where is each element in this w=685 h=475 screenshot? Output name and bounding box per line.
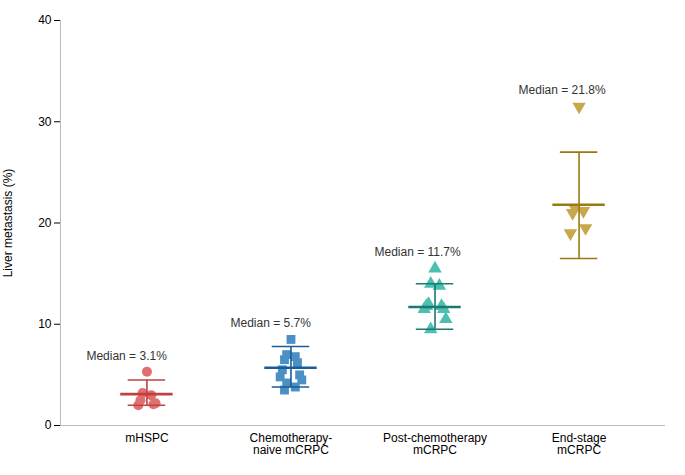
svg-text:10: 10 — [38, 317, 52, 331]
svg-text:Chemotherapy-naive mCRPC: Chemotherapy-naive mCRPC — [250, 431, 333, 457]
svg-text:Median = 21.8%: Median = 21.8% — [519, 83, 606, 97]
svg-text:Liver metastasis (%): Liver metastasis (%) — [1, 169, 15, 278]
svg-text:40: 40 — [38, 13, 52, 27]
svg-text:0: 0 — [45, 418, 52, 432]
svg-text:Median = 11.7%: Median = 11.7% — [375, 245, 461, 259]
svg-text:Median = 5.7%: Median = 5.7% — [230, 316, 311, 330]
svg-text:End-stagemCRPC: End-stagemCRPC — [552, 431, 607, 457]
svg-text:mHSPC: mHSPC — [125, 431, 169, 445]
svg-text:20: 20 — [38, 216, 52, 230]
svg-text:Median = 3.1%: Median = 3.1% — [86, 349, 167, 363]
svg-text:30: 30 — [38, 115, 52, 129]
svg-text:Post-chemotherapymCRPC: Post-chemotherapymCRPC — [383, 431, 487, 457]
